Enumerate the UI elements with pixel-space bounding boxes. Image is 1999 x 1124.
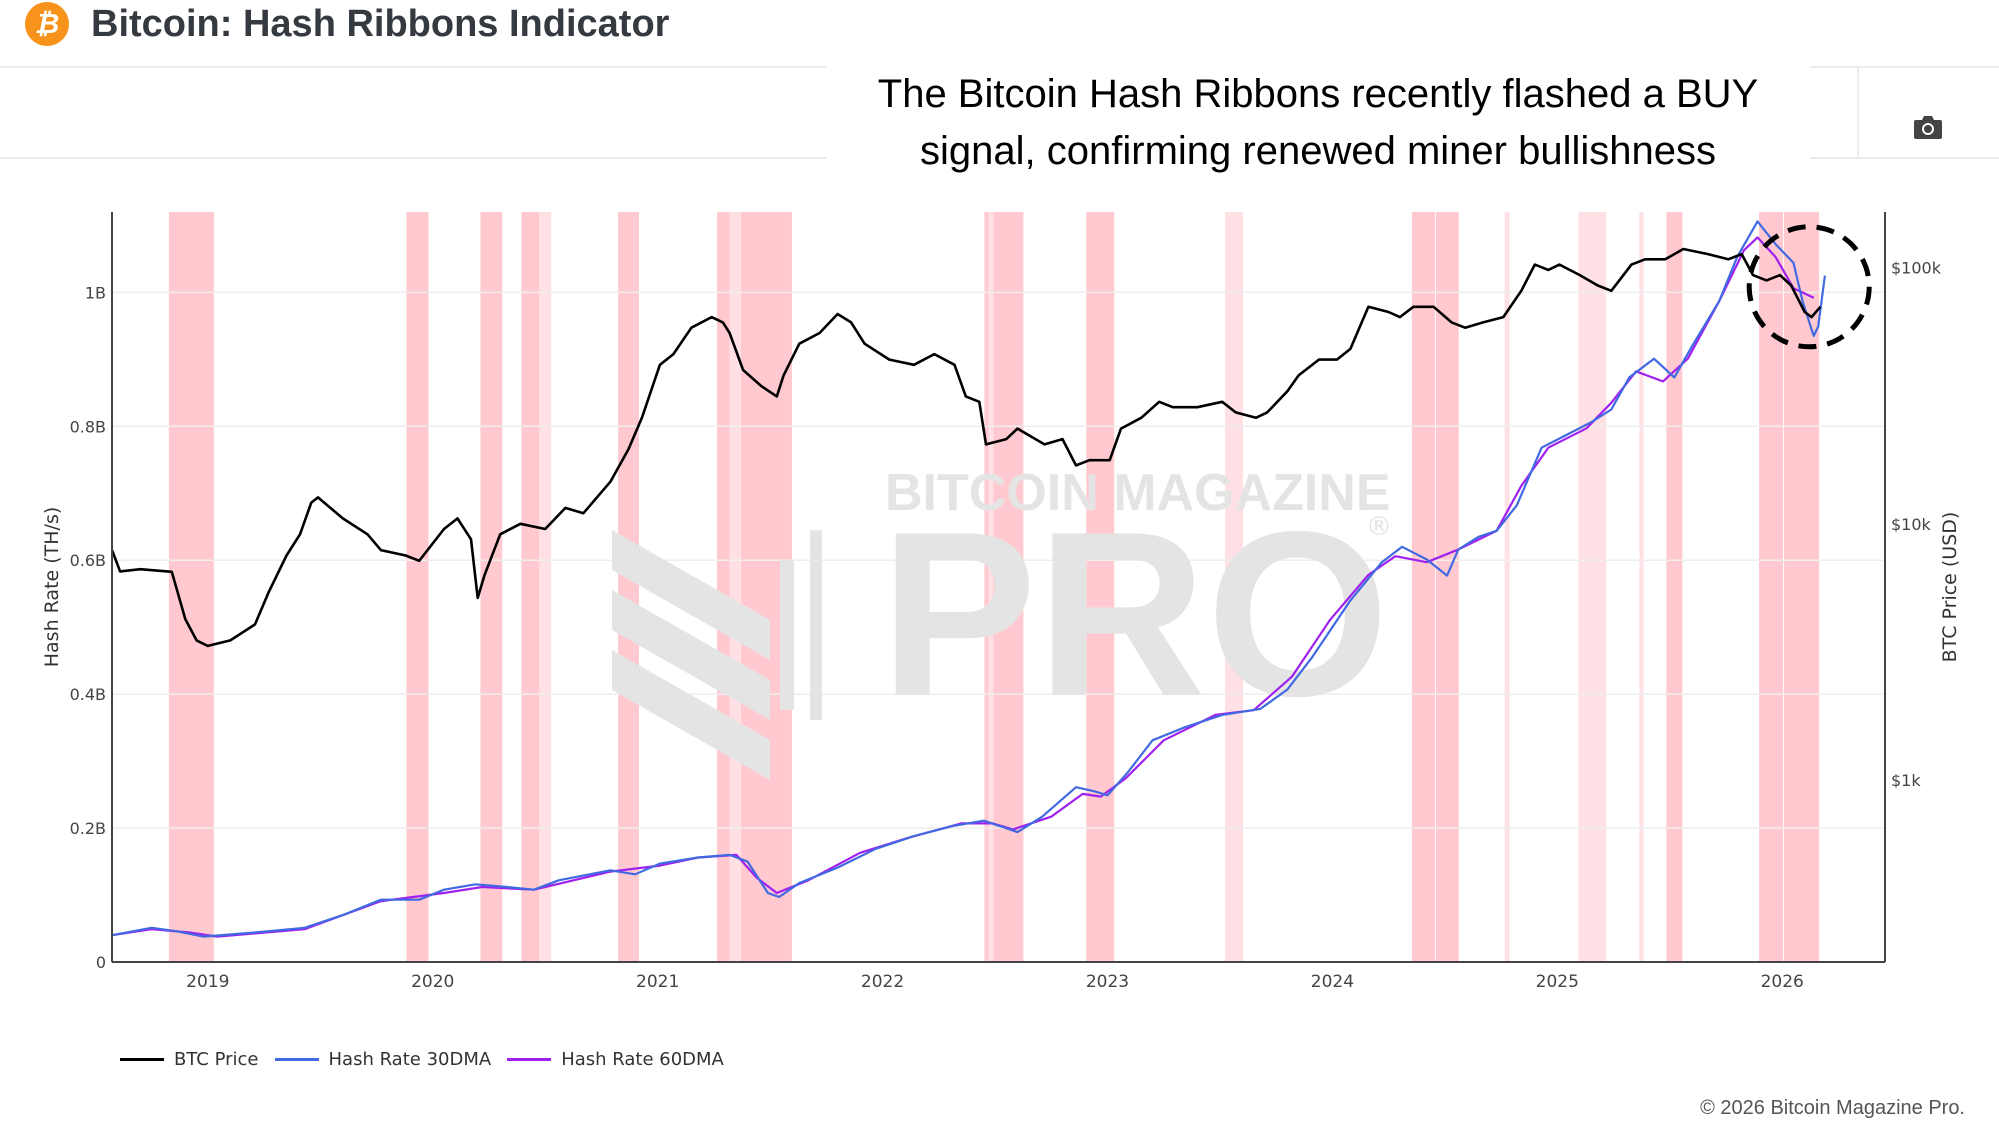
- watermark-text-pro: PRO: [880, 482, 1389, 745]
- capitulation-band: [539, 212, 552, 962]
- series-lines: [110, 220, 1826, 938]
- legend-label: BTC Price: [174, 1048, 259, 1070]
- capitulation-band: [984, 212, 989, 962]
- x-tick-label: 2019: [186, 972, 229, 992]
- legend-label: Hash Rate 30DMA: [328, 1048, 492, 1070]
- capitulation-band: [480, 212, 503, 962]
- bitcoin-logo-icon: ₿: [25, 2, 69, 46]
- capitulation-band: [521, 212, 540, 962]
- y2-tick-label: $100k: [1891, 258, 1942, 277]
- y2-tick-label: $1k: [1891, 771, 1921, 790]
- y-axis-title: Hash Rate (TH/s): [41, 507, 63, 668]
- watermark-registered-mark: ®: [1366, 512, 1392, 542]
- watermark-text-top: BITCOIN MAGAZINE: [885, 464, 1391, 522]
- series-line-btc-price: [110, 247, 1822, 648]
- series-line-hash-rate-30dma: [111, 220, 1826, 938]
- y2-axis-title: BTC Price (USD): [1939, 512, 1961, 663]
- y-tick-label: 0: [96, 953, 106, 972]
- x-tick-label: 2020: [411, 972, 454, 992]
- capitulation-band: [406, 212, 429, 962]
- y-tick-label: 1B: [85, 283, 106, 302]
- annotation-circle: [1746, 224, 1872, 350]
- annotation-line-2: signal, confirming renewed miner bullish…: [920, 129, 1716, 173]
- legend-swatch-blue: [274, 1057, 319, 1061]
- legend-swatch-purple: [507, 1057, 552, 1061]
- legend-item-hash-rate-30dma[interactable]: Hash Rate 30DMA: [274, 1048, 492, 1070]
- y-tick-label: 0.8B: [70, 417, 106, 436]
- x-tick-label: 2025: [1536, 972, 1579, 992]
- page-title: Bitcoin: Hash Ribbons Indicator: [91, 3, 670, 45]
- capitulation-band: [717, 212, 730, 962]
- legend-swatch-black: [120, 1057, 164, 1061]
- capitulation-band: [1435, 212, 1459, 962]
- capitulation-band: [988, 212, 994, 962]
- capitulation-band: [993, 212, 1024, 962]
- legend-item-btc-price[interactable]: BTC Price: [120, 1049, 259, 1070]
- annotation-line-1: The Bitcoin Hash Ribbons recently flashe…: [877, 72, 1759, 116]
- header-bar: ₿ Bitcoin: Hash Ribbons Indicator: [0, 0, 1999, 67]
- capitulation-band: [1411, 212, 1435, 962]
- chart-legend: BTC Price Hash Rate 30DMA Hash Rate 60DM…: [120, 1046, 740, 1072]
- capitulation-band: [1666, 212, 1683, 962]
- capitulation-band: [1578, 212, 1607, 962]
- capitulation-band: [618, 212, 639, 962]
- y2-tick-label: $10k: [1891, 515, 1932, 534]
- capitulation-band: [729, 212, 741, 962]
- capitulation-band: [1639, 212, 1644, 962]
- x-tick-label: 2021: [636, 972, 679, 992]
- legend-label: Hash Rate 60DMA: [561, 1048, 724, 1070]
- axes: [111, 212, 1886, 963]
- x-tick-label: 2023: [1086, 972, 1129, 992]
- y-tick-label: 0.6B: [70, 551, 106, 570]
- buy-signal-circle: [1746, 224, 1872, 350]
- toolbar-divider: [1857, 67, 1859, 158]
- capitulation-band: [1086, 212, 1115, 962]
- y-tick-label: 0.2B: [70, 819, 106, 838]
- copyright-text: © 2026 Bitcoin Magazine Pro.: [1700, 1097, 1965, 1119]
- legend-item-hash-rate-60dma[interactable]: Hash Rate 60DMA: [507, 1049, 724, 1070]
- grid-lines: [112, 291, 1885, 829]
- x-tick-label: 2024: [1311, 972, 1354, 992]
- x-tick-label: 2026: [1761, 972, 1804, 992]
- tick-labels: 0 0.2B 0.4B 0.6B 0.8B 1B $1k $10k $100k 2019 2020 2…: [70, 258, 1942, 992]
- x-tick-label: 2022: [861, 972, 904, 992]
- download-image-button[interactable]: [1913, 114, 1943, 140]
- y-tick-label: 0.4B: [70, 685, 106, 704]
- capitulation-band: [1784, 212, 1820, 962]
- capitulation-band: [1225, 212, 1244, 962]
- watermark-logo-icon: [612, 530, 822, 780]
- annotation-text: The Bitcoin Hash Ribbons recently flashe…: [826, 62, 1810, 182]
- camera-icon: [1914, 116, 1942, 139]
- capitulation-band: [1504, 212, 1510, 962]
- watermark: BITCOIN MAGAZINE PRO ®: [612, 464, 1392, 780]
